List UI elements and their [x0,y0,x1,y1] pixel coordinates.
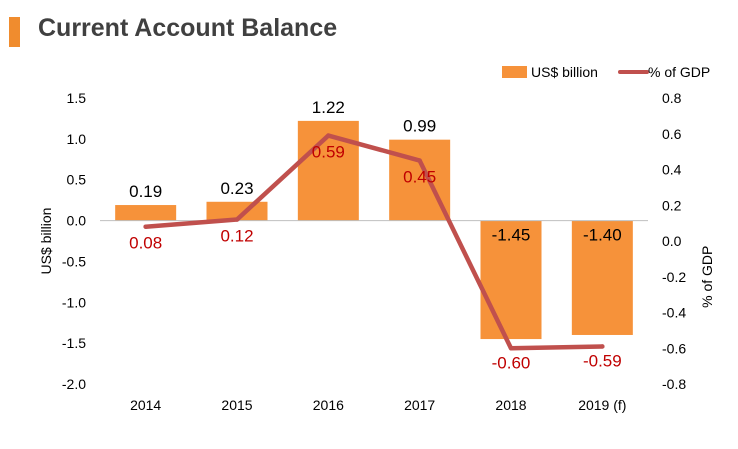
gdp-line [143,133,605,351]
y-left-tick-label: 1.0 [67,131,87,147]
line-data-label: -0.59 [583,351,622,370]
y-right-tick-label: 0.6 [662,126,682,142]
y-left-tick-label: -0.5 [62,253,86,269]
legend-label-bar: US$ billion [531,64,598,80]
bar-data-label: -1.45 [492,226,531,245]
gdp-point [600,344,605,349]
x-tick-label: 2016 [313,397,344,413]
y-left-tick-label: -1.5 [62,335,86,351]
gdp-point [508,346,514,351]
title-accent-bar [9,17,20,47]
x-tick-label: 2017 [404,397,435,413]
bar-2014 [115,205,177,221]
page-title: Current Account Balance [38,14,338,42]
x-tick-label: 2018 [495,397,526,413]
y-right-tick-label: -0.4 [662,305,686,321]
x-tick-label: 2014 [130,397,161,413]
line-data-label: 0.12 [220,227,253,246]
line-data-label: 0.45 [403,168,436,187]
y-right-tick-label: 0.0 [662,233,682,249]
y-right-tick-label: 0.8 [662,90,682,106]
y-left-tick-label: 1.5 [67,90,87,106]
gdp-point [417,158,422,163]
y-right-tick-label: 0.2 [662,197,682,213]
x-tick-label: 2019 (f) [578,397,626,413]
y-left-tick-label: 0.0 [67,213,87,229]
bar-data-label: 1.22 [312,98,345,117]
bar-data-label: 0.99 [403,117,436,136]
y-left-tick-label: -1.0 [62,294,86,310]
bar-data-label: -1.40 [583,226,622,245]
bar-data-label: 0.19 [129,182,162,201]
y-right-tick-label: 0.4 [662,162,682,178]
gdp-point [234,217,240,222]
y-left-tick-label: -2.0 [62,376,86,392]
y-right-tick-label: -0.2 [662,269,686,285]
gdp-point [143,224,148,229]
line-data-label: -0.60 [492,353,531,372]
y-left-tick-label: 0.5 [67,172,87,188]
y-right-tick-label: -0.8 [662,376,686,392]
legend-swatch-bar [502,66,527,78]
bar-2019f [571,220,633,335]
gdp-point [326,133,331,138]
y-right-tick-label: -0.6 [662,340,686,356]
x-tick-label: 2015 [221,397,252,413]
legend-label-line: % of GDP [648,64,710,80]
line-data-label: 0.59 [312,143,345,162]
y-left-axis-title: US$ billion [38,208,54,275]
y-right-axis-title: % of GDP [699,246,715,308]
bar-2018 [480,220,542,340]
line-data-label: 0.08 [129,234,162,253]
bar-data-label: 0.23 [220,179,253,198]
